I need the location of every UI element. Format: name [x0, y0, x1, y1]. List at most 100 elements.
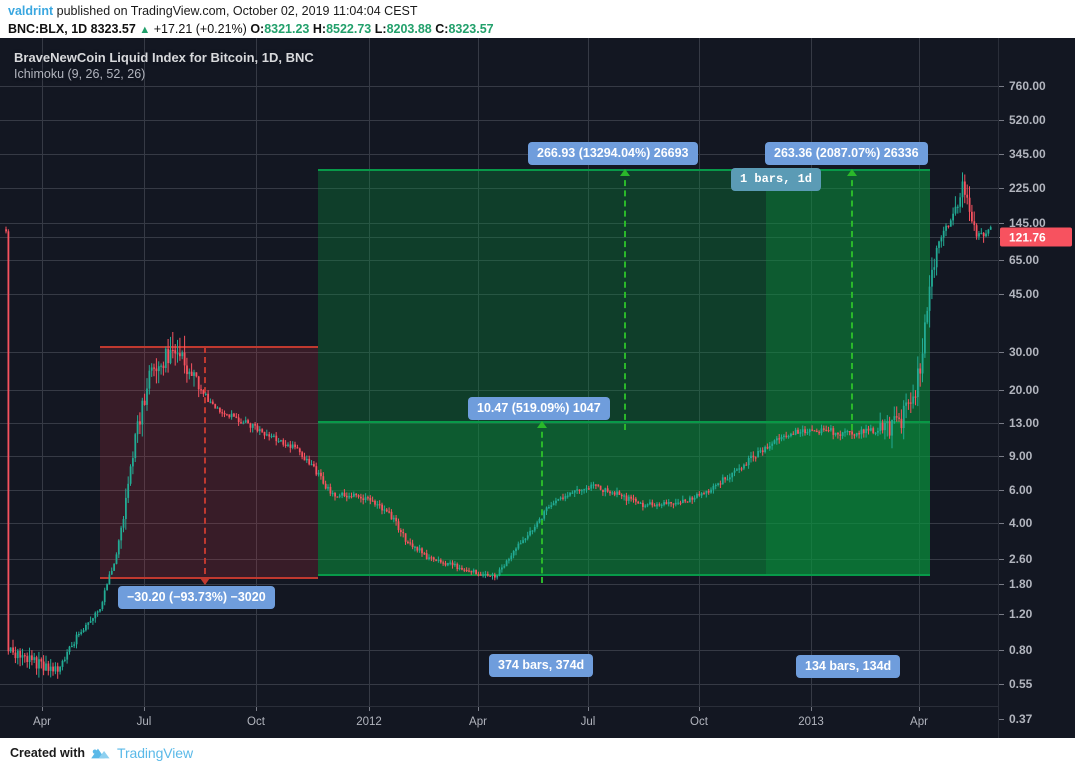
- vertical-gridline: [144, 38, 145, 706]
- ann-green-right[interactable]: 263.36 (2087.07%) 26336: [765, 142, 928, 165]
- vertical-gridline: [42, 38, 43, 706]
- price-axis-label: 4.00: [1009, 516, 1033, 530]
- measure-arrow-head: [200, 578, 210, 585]
- horizontal-gridline: [0, 120, 998, 121]
- measure-box-red-down-measure[interactable]: [100, 347, 318, 578]
- last-price: 8323.57: [90, 22, 136, 36]
- price-axis-label: 9.00: [1009, 449, 1033, 463]
- vertical-gridline: [256, 38, 257, 706]
- time-axis-label: Apr: [910, 716, 928, 728]
- horizontal-gridline: [0, 260, 998, 261]
- current-price-badge[interactable]: 121.76: [1000, 227, 1072, 247]
- price-axis-label: 20.00: [1009, 383, 1040, 397]
- ann-green-large[interactable]: 266.93 (13294.04%) 26693: [528, 142, 698, 165]
- measure-line-bottom: [318, 574, 930, 576]
- vertical-gridline: [811, 38, 812, 706]
- horizontal-gridline: [0, 584, 998, 585]
- ann-bars-1d[interactable]: 1 bars, 1d: [731, 168, 822, 191]
- high-value: 8522.73: [326, 22, 372, 36]
- measure-arrow-line: [851, 170, 853, 430]
- created-with-label: Created with: [10, 746, 86, 760]
- vertical-gridline: [369, 38, 370, 706]
- close-value: 8323.57: [448, 22, 494, 36]
- price-axis-label: 6.00: [1009, 483, 1033, 497]
- time-axis-label: 2012: [356, 716, 382, 728]
- horizontal-gridline: [0, 223, 998, 224]
- price-axis-tick: [999, 584, 1004, 585]
- horizontal-gridline: [0, 684, 998, 685]
- tradingview-logo-icon: [91, 748, 110, 758]
- candlestick-series: [5, 172, 992, 679]
- price-axis-tick: [999, 490, 1004, 491]
- price-axis-label: 345.00: [1009, 147, 1046, 161]
- ann-bars-374[interactable]: 374 bars, 374d: [489, 654, 594, 677]
- measure-arrow-line: [204, 347, 206, 584]
- horizontal-gridline: [0, 456, 998, 457]
- price-axis[interactable]: 760.00520.00345.00225.00145.0095.0065.00…: [998, 38, 1075, 738]
- ann-green-small[interactable]: 10.47 (519.09%) 1047: [468, 397, 610, 420]
- publish-text: published on TradingView.com, October 02…: [53, 4, 418, 18]
- chart-container[interactable]: 266.93 (13294.04%) 26693 263.36 (2087.07%…: [0, 38, 1075, 738]
- price-axis-tick: [999, 650, 1004, 651]
- ann-red-box[interactable]: −30.20 (−93.73%) −3020: [118, 586, 275, 609]
- measure-arrow-head: [847, 169, 857, 176]
- time-axis[interactable]: Apr Jul Oct 2012 Apr Jul Oct 2013 Apr: [0, 706, 998, 738]
- price-axis-tick: [999, 120, 1004, 121]
- vertical-gridline: [699, 38, 700, 706]
- time-axis-tick: [588, 707, 589, 711]
- horizontal-gridline: [0, 614, 998, 615]
- price-axis-label: 760.00: [1009, 79, 1046, 93]
- indicator-label[interactable]: Ichimoku (9, 26, 52, 26): [14, 67, 146, 81]
- price-axis-label: 1.80: [1009, 577, 1033, 591]
- time-axis-tick: [42, 707, 43, 711]
- price-axis-tick: [999, 352, 1004, 353]
- price-axis-tick: [999, 684, 1004, 685]
- horizontal-gridline: [0, 188, 998, 189]
- price-axis-tick: [999, 423, 1004, 424]
- measure-box-green-right-measure[interactable]: [766, 170, 930, 575]
- time-axis-tick: [811, 707, 812, 711]
- horizontal-gridline: [0, 650, 998, 651]
- chart-legend: BraveNewCoin Liquid Index for Bitcoin, 1…: [14, 50, 314, 82]
- tradingview-brand[interactable]: TradingView: [117, 745, 193, 761]
- measure-arrow-head: [620, 169, 630, 176]
- ann-bars-134[interactable]: 134 bars, 134d: [796, 655, 901, 678]
- price-axis-tick: [999, 260, 1004, 261]
- measure-arrow-line: [624, 170, 626, 430]
- price-axis-tick: [999, 223, 1004, 224]
- publish-line: valdrint published on TradingView.com, O…: [8, 4, 1075, 19]
- symbol-label[interactable]: BNC:BLX, 1D: [8, 22, 88, 36]
- price-axis-label: 30.00: [1009, 345, 1040, 359]
- price-axis-label: 145.00: [1009, 216, 1046, 230]
- price-axis-label: 0.37: [1009, 712, 1033, 726]
- horizontal-gridline: [0, 423, 998, 424]
- low-label: L:: [374, 22, 387, 36]
- open-value: 8321.23: [264, 22, 310, 36]
- price-axis-label: 45.00: [1009, 287, 1040, 301]
- measure-arrow-line: [541, 422, 543, 583]
- measure-line-bottom: [766, 574, 930, 576]
- author-link[interactable]: valdrint: [8, 4, 54, 18]
- close-label: C:: [435, 22, 449, 36]
- up-triangle-icon: ▲: [139, 24, 151, 36]
- price-axis-tick: [999, 86, 1004, 87]
- footer: Created with TradingView: [0, 738, 1075, 768]
- time-axis-tick: [144, 707, 145, 711]
- time-axis-label: 2013: [798, 716, 824, 728]
- horizontal-gridline: [0, 86, 998, 87]
- chart-title: BraveNewCoin Liquid Index for Bitcoin, 1…: [14, 50, 314, 65]
- horizontal-gridline: [0, 352, 998, 353]
- symbol-quote-line: BNC:BLX, 1D 8323.57 ▲ +17.21 (+0.21%) O:…: [8, 21, 1075, 38]
- measure-arrow-head: [537, 421, 547, 428]
- horizontal-gridline: [0, 154, 998, 155]
- time-axis-tick: [369, 707, 370, 711]
- time-axis-tick: [699, 707, 700, 711]
- price-axis-label: 520.00: [1009, 113, 1046, 127]
- price-axis-tick: [999, 294, 1004, 295]
- chart-plot-area[interactable]: 266.93 (13294.04%) 26693 263.36 (2087.07%…: [0, 38, 998, 738]
- time-axis-label: Oct: [247, 716, 265, 728]
- price-axis-label: 2.60: [1009, 552, 1033, 566]
- time-axis-label: Apr: [469, 716, 487, 728]
- open-label: O:: [250, 22, 265, 36]
